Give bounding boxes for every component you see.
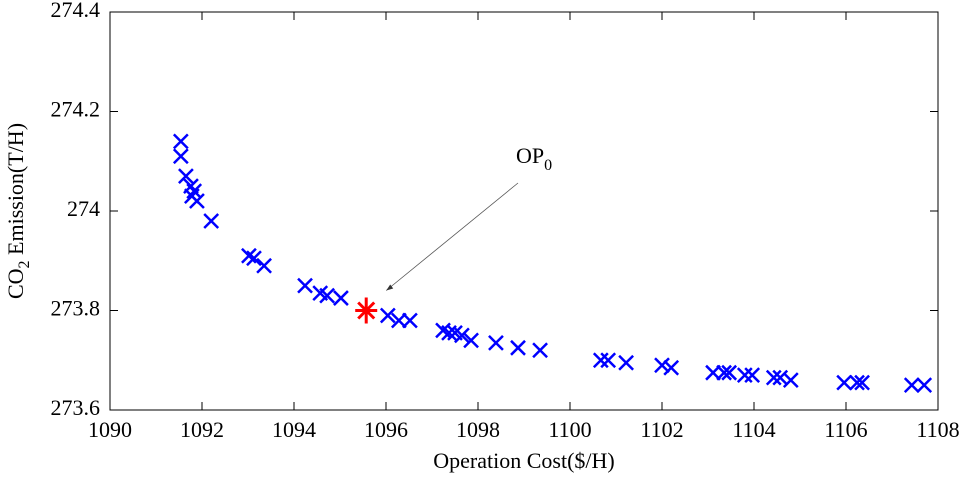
annotation-main: OP: [516, 143, 544, 168]
y-tick-label: 274.2: [51, 97, 101, 122]
scatter-point: [172, 148, 189, 165]
x-tick-label: 1094: [272, 417, 316, 442]
scatter-point: [297, 277, 313, 294]
scatter-point: [600, 352, 617, 369]
annotation: OP0: [516, 143, 552, 174]
scatter-point: [256, 257, 272, 274]
scatter-point: [916, 377, 933, 394]
annotation-arrow: [385, 182, 519, 291]
scatter-point: [532, 342, 548, 359]
scatter-point: [379, 307, 396, 324]
scatter-point: [654, 357, 670, 374]
scatter-point: [510, 339, 526, 356]
scatter-point: [441, 325, 457, 341]
y-tick-label: 274: [67, 196, 100, 221]
highlight-point: [355, 297, 378, 324]
x-tick-label: 1092: [180, 417, 224, 442]
x-tick-label: 1104: [732, 417, 775, 442]
scatter-point: [592, 352, 609, 369]
y-tick-label: 273.8: [51, 296, 101, 321]
scatter-point: [744, 367, 761, 384]
x-tick-label: 1106: [824, 417, 867, 442]
scatter-point: [333, 290, 349, 306]
scatter-point: [454, 327, 470, 344]
scatter-point: [178, 168, 194, 185]
y-tick-label: 273.6: [51, 395, 101, 420]
scatter-point: [716, 364, 732, 381]
x-tick-label: 1100: [548, 417, 591, 442]
scatter-point: [189, 193, 205, 209]
plot-frame: [109, 11, 939, 411]
x-tick-label: 1098: [456, 417, 500, 442]
x-tick-label: 1108: [916, 417, 959, 442]
y-label-main: CO: [3, 268, 28, 299]
scatter-point: [241, 247, 257, 264]
scatter-point: [782, 372, 799, 389]
x-tick-label: 1096: [364, 417, 408, 442]
scatter-point: [488, 334, 504, 351]
scatter-point: [618, 354, 635, 371]
x-axis-label: Operation Cost($/H): [433, 448, 614, 473]
scatter-point: [849, 374, 865, 391]
scatter-point: [736, 367, 753, 384]
scatter-point: [319, 287, 336, 304]
annotation-sub: 0: [544, 157, 552, 174]
scatter-point: [836, 374, 853, 391]
y-tick-label: 274.4: [51, 0, 101, 22]
scatter-point: [172, 133, 189, 150]
scatter-point: [203, 213, 220, 229]
annotation-arrowhead: [386, 284, 394, 291]
scatter-point: [721, 364, 738, 381]
scatter-point: [186, 183, 203, 199]
x-tick-label: 1102: [640, 417, 683, 442]
y-label-rest: Emission(T/H): [3, 123, 28, 261]
y-label-sub: 2: [16, 260, 33, 268]
scatter-point: [765, 369, 782, 386]
y-axis-label: CO2 Emission(T/H): [3, 123, 33, 299]
scatter-point: [663, 359, 680, 376]
scatter-point: [854, 374, 870, 391]
scatter-point: [246, 250, 262, 267]
scatter-point: [402, 312, 418, 329]
x-tick-label: 1090: [88, 417, 132, 442]
scatter-point: [903, 377, 920, 394]
scatter-point: [463, 332, 479, 349]
